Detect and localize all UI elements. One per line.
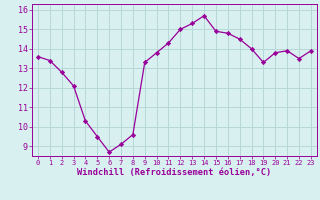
X-axis label: Windchill (Refroidissement éolien,°C): Windchill (Refroidissement éolien,°C) [77, 168, 272, 177]
